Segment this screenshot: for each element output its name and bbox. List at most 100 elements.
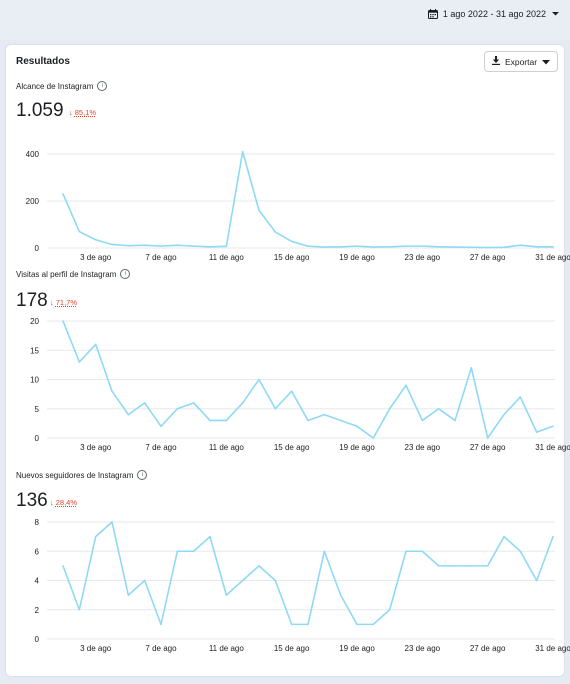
data-point[interactable]: [535, 579, 538, 582]
data-point[interactable]: [274, 231, 277, 233]
data-point[interactable]: [127, 244, 130, 247]
data-point[interactable]: [258, 209, 260, 212]
data-point[interactable]: [388, 407, 391, 410]
data-point[interactable]: [307, 245, 309, 247]
info-icon[interactable]: i: [97, 81, 108, 91]
data-point[interactable]: [290, 390, 293, 393]
data-point[interactable]: [503, 535, 505, 538]
data-point[interactable]: [552, 246, 554, 248]
data-point[interactable]: [519, 396, 522, 398]
info-icon[interactable]: i: [137, 470, 148, 480]
data-point[interactable]: [437, 407, 440, 410]
data-point[interactable]: [388, 246, 391, 248]
data-point[interactable]: [470, 367, 473, 369]
data-point[interactable]: [372, 437, 375, 439]
data-point[interactable]: [225, 245, 228, 248]
data-point[interactable]: [290, 240, 293, 243]
data-point[interactable]: [421, 419, 424, 422]
data-point[interactable]: [62, 320, 64, 322]
data-point[interactable]: [339, 594, 342, 596]
data-point[interactable]: [307, 623, 309, 626]
data-point[interactable]: [519, 550, 522, 553]
data-point[interactable]: [339, 419, 342, 422]
data-point[interactable]: [470, 246, 473, 249]
data-point[interactable]: [503, 246, 505, 249]
data-point[interactable]: [552, 535, 554, 538]
data-point[interactable]: [111, 243, 113, 246]
data-point[interactable]: [62, 193, 64, 195]
data-point[interactable]: [290, 623, 293, 626]
data-point[interactable]: [176, 550, 179, 553]
data-point[interactable]: [356, 245, 358, 247]
data-point[interactable]: [94, 238, 97, 241]
data-point[interactable]: [535, 246, 538, 248]
data-point[interactable]: [143, 579, 146, 582]
data-point[interactable]: [454, 246, 456, 248]
data-point[interactable]: [160, 425, 162, 428]
data-point[interactable]: [225, 594, 228, 596]
data-point[interactable]: [111, 521, 113, 523]
data-point[interactable]: [241, 579, 244, 582]
export-button[interactable]: Exportar: [484, 51, 558, 72]
data-point[interactable]: [535, 431, 538, 433]
data-point[interactable]: [323, 550, 326, 553]
data-point[interactable]: [274, 407, 277, 410]
data-point[interactable]: [94, 535, 97, 538]
data-point[interactable]: [421, 550, 424, 553]
data-point[interactable]: [127, 594, 130, 596]
metric-change-value[interactable]: 28,4%: [55, 498, 78, 507]
data-point[interactable]: [486, 437, 489, 439]
metric-change-value[interactable]: 71,7%: [55, 298, 78, 307]
data-point[interactable]: [323, 413, 326, 416]
data-point[interactable]: [78, 608, 81, 611]
data-point[interactable]: [437, 565, 440, 567]
data-point[interactable]: [405, 245, 407, 247]
data-point[interactable]: [454, 419, 456, 422]
data-point[interactable]: [160, 245, 162, 247]
data-point[interactable]: [372, 246, 375, 248]
data-point[interactable]: [209, 246, 211, 248]
data-point[interactable]: [78, 230, 81, 233]
data-point[interactable]: [405, 550, 407, 553]
data-point[interactable]: [143, 244, 146, 246]
data-point[interactable]: [421, 245, 424, 247]
data-point[interactable]: [94, 343, 97, 346]
data-point[interactable]: [274, 579, 277, 582]
data-point[interactable]: [356, 623, 358, 626]
data-point[interactable]: [241, 150, 244, 153]
data-point[interactable]: [241, 402, 244, 404]
data-point[interactable]: [192, 245, 195, 247]
data-point[interactable]: [519, 244, 522, 246]
data-point[interactable]: [437, 246, 440, 248]
data-point[interactable]: [78, 361, 81, 363]
data-point[interactable]: [209, 419, 211, 422]
data-point[interactable]: [405, 384, 407, 387]
data-point[interactable]: [454, 565, 456, 567]
data-point[interactable]: [176, 244, 179, 246]
data-point[interactable]: [356, 425, 358, 428]
date-range-selector[interactable]: 1 ago 2022 - 31 ago 2022: [427, 6, 560, 22]
data-point[interactable]: [62, 565, 64, 567]
data-point[interactable]: [552, 425, 554, 428]
data-point[interactable]: [470, 565, 473, 567]
data-point[interactable]: [209, 535, 211, 538]
data-point[interactable]: [258, 565, 260, 567]
data-point[interactable]: [127, 413, 130, 416]
data-point[interactable]: [160, 623, 162, 626]
data-point[interactable]: [372, 623, 375, 626]
info-icon[interactable]: i: [120, 269, 131, 279]
data-point[interactable]: [503, 413, 505, 416]
data-point[interactable]: [192, 402, 195, 404]
data-point[interactable]: [176, 407, 179, 410]
data-point[interactable]: [225, 419, 228, 422]
data-point[interactable]: [339, 246, 342, 248]
data-point[interactable]: [323, 246, 326, 248]
data-point[interactable]: [486, 565, 489, 567]
data-point[interactable]: [258, 378, 260, 381]
data-point[interactable]: [143, 402, 146, 404]
data-point[interactable]: [111, 390, 113, 393]
metric-change-value[interactable]: 85,1%: [74, 108, 97, 117]
data-point[interactable]: [388, 608, 391, 611]
data-point[interactable]: [307, 419, 309, 422]
data-point[interactable]: [192, 550, 195, 553]
